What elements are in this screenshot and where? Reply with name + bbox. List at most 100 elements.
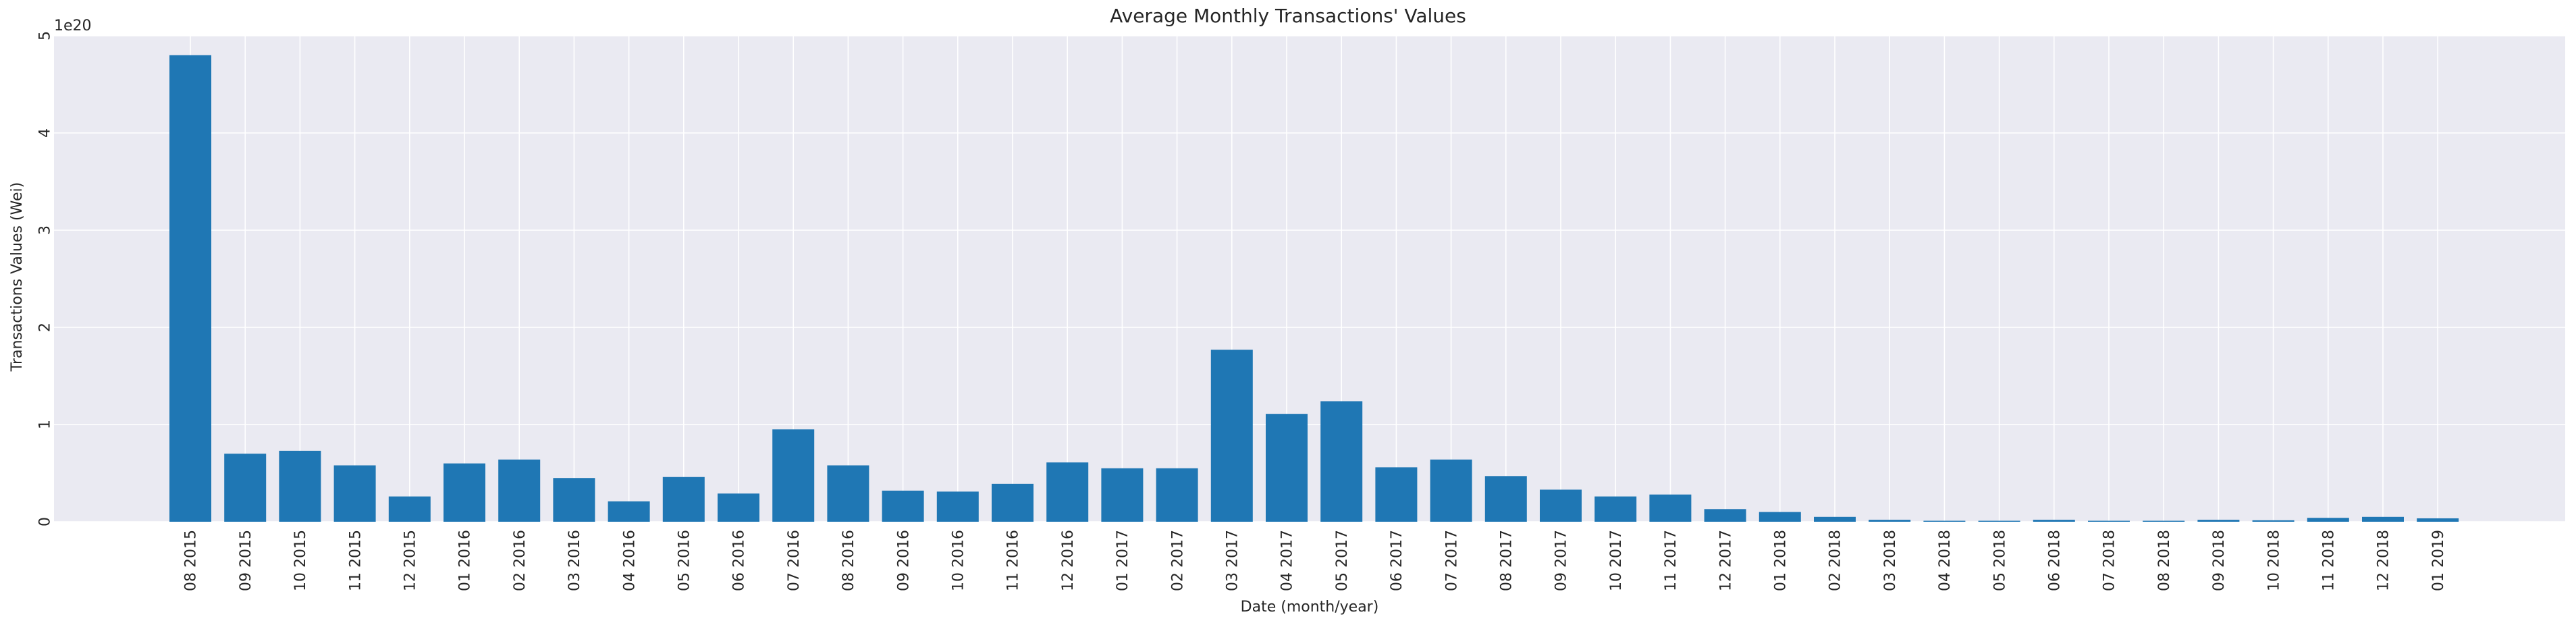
bar-12-2018	[2362, 516, 2404, 522]
bar-06-2016	[718, 493, 759, 522]
bar-03-2016	[553, 478, 595, 522]
bar-08-2015	[169, 55, 211, 522]
x-tick-label: 06 2016	[731, 530, 748, 591]
x-tick-label: 09 2016	[895, 530, 912, 591]
x-tick-label: 08 2015	[183, 530, 200, 591]
x-tick-label: 03 2018	[1882, 530, 1899, 591]
y-tick-label: 1	[37, 420, 54, 429]
y-axis-label: Transactions Values (Wei)	[9, 182, 26, 372]
x-tick-label: 12 2016	[1060, 530, 1077, 591]
bar-12-2017	[1704, 509, 1746, 522]
x-tick-label: 04 2018	[1937, 530, 1954, 591]
x-tick-label: 10 2016	[950, 530, 967, 591]
bar-04-2018	[1923, 520, 1966, 522]
bar-02-2017	[1156, 468, 1198, 522]
bar-12-2015	[388, 496, 431, 522]
x-tick-label: 01 2017	[1115, 530, 1131, 591]
x-axis-ticks: 08 2015 09 2015 10 2015 11 2015 12 2015 01 20…	[183, 530, 2447, 591]
bar-09-2016	[882, 490, 924, 522]
bar-08-2017	[1484, 476, 1527, 522]
x-tick-label: 05 2017	[1334, 530, 1351, 591]
bar-08-2018	[2143, 520, 2185, 522]
bar-07-2017	[1430, 459, 1472, 522]
bar-06-2018	[2033, 520, 2075, 522]
bar-10-2018	[2252, 520, 2295, 522]
bar-10-2017	[1594, 496, 1637, 522]
chart-title: Average Monthly Transactions' Values	[1110, 5, 1466, 27]
bar-12-2016	[1046, 462, 1089, 522]
x-tick-label: 04 2017	[1279, 530, 1296, 591]
bar-09-2018	[2197, 520, 2240, 522]
bars	[169, 55, 2459, 522]
bar-03-2017	[1210, 350, 1253, 522]
bar-04-2016	[608, 501, 650, 522]
x-tick-label: 02 2017	[1169, 530, 1186, 591]
x-tick-label: 05 2016	[676, 530, 693, 591]
x-tick-label: 02 2016	[512, 530, 529, 591]
x-tick-label: 11 2017	[1663, 530, 1680, 591]
bar-08-2016	[827, 465, 869, 522]
x-tick-label: 09 2015	[238, 530, 254, 591]
y-tick-label: 0	[37, 517, 54, 526]
bar-05-2016	[662, 477, 705, 522]
x-tick-label: 12 2018	[2376, 530, 2392, 591]
bar-02-2018	[1814, 516, 1856, 522]
x-tick-label: 05 2018	[1991, 530, 2008, 591]
y-tick-label: 5	[37, 31, 54, 40]
bar-05-2018	[1978, 520, 2020, 522]
bar-11-2016	[992, 483, 1034, 522]
bar-01-2017	[1101, 468, 1144, 522]
bar-10-2015	[279, 450, 321, 522]
x-tick-label: 09 2017	[1553, 530, 1570, 591]
bar-05-2017	[1320, 401, 1363, 522]
bar-01-2018	[1759, 512, 1801, 522]
x-tick-label: 01 2018	[1773, 530, 1790, 591]
bar-06-2017	[1375, 467, 1418, 522]
x-tick-label: 07 2018	[2101, 530, 2118, 591]
x-tick-label: 10 2015	[292, 530, 309, 591]
x-tick-label: 08 2016	[840, 530, 857, 591]
x-tick-label: 03 2017	[1225, 530, 1241, 591]
bar-03-2018	[1869, 520, 1911, 522]
x-tick-label: 10 2018	[2265, 530, 2282, 591]
bar-09-2015	[224, 454, 267, 522]
x-tick-label: 12 2015	[402, 530, 419, 591]
x-tick-label: 11 2015	[347, 530, 364, 591]
x-tick-label: 04 2016	[621, 530, 638, 591]
bar-04-2017	[1266, 414, 1308, 522]
x-tick-label: 12 2017	[1717, 530, 1734, 591]
bar-07-2018	[2088, 520, 2130, 522]
bar-02-2016	[498, 459, 541, 522]
bar-07-2016	[772, 429, 815, 522]
bar-01-2016	[444, 463, 485, 522]
y-tick-label: 3	[37, 225, 54, 235]
bar-10-2016	[936, 491, 979, 522]
x-axis-label: Date (month/year)	[1241, 599, 1379, 616]
x-tick-label: 01 2016	[457, 530, 474, 591]
bar-11-2015	[333, 465, 376, 522]
x-tick-label: 08 2017	[1499, 530, 1515, 591]
x-tick-label: 01 2019	[2430, 530, 2447, 591]
y-tick-label: 4	[37, 128, 54, 138]
grid-lines	[54, 35, 2565, 522]
plot-area	[54, 36, 2565, 522]
bar-01-2019	[2417, 518, 2459, 522]
x-tick-label: 02 2018	[1827, 530, 1844, 591]
x-tick-label: 03 2016	[566, 530, 583, 591]
x-tick-label: 07 2016	[786, 530, 803, 591]
x-tick-label: 11 2018	[2321, 530, 2338, 591]
x-tick-label: 08 2018	[2156, 530, 2173, 591]
x-tick-label: 10 2017	[1608, 530, 1625, 591]
y-axis-offset-label: 1e20	[54, 18, 92, 34]
x-tick-label: 11 2016	[1005, 530, 1022, 591]
bar-11-2017	[1649, 494, 1692, 522]
y-axis-ticks: 0 1 2 3 4 5	[37, 31, 54, 526]
bar-11-2018	[2307, 518, 2349, 522]
x-tick-label: 09 2018	[2211, 530, 2228, 591]
bar-09-2017	[1540, 489, 1582, 522]
x-tick-label: 06 2017	[1389, 530, 1405, 591]
y-tick-label: 2	[37, 323, 54, 332]
x-tick-label: 07 2017	[1443, 530, 1460, 591]
x-tick-label: 06 2018	[2047, 530, 2064, 591]
